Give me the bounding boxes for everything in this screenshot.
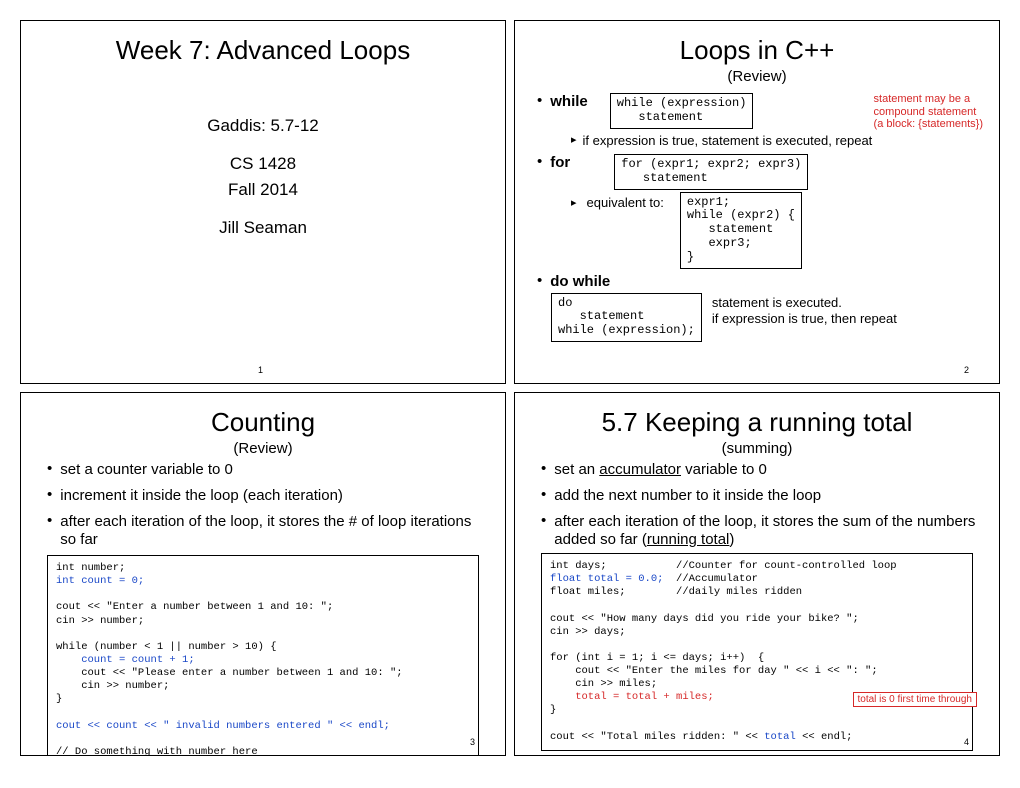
slide2-pgnum: 2 bbox=[964, 365, 969, 375]
equiv-label: equivalent to: bbox=[587, 195, 664, 210]
s3-codeblock: int number; int count = 0; cout << "Ente… bbox=[47, 555, 479, 756]
slide3-subtitle: (Review) bbox=[37, 440, 489, 457]
dowhile-desc1: statement is executed. bbox=[712, 295, 897, 312]
slide-4: 5.7 Keeping a running total (summing) •s… bbox=[514, 392, 1000, 756]
arrow-icon: ▸ bbox=[571, 196, 577, 209]
while-label: while bbox=[550, 93, 588, 111]
s4-b2: add the next number to it inside the loo… bbox=[554, 487, 821, 505]
slide1-title: Week 7: Advanced Loops bbox=[37, 35, 489, 66]
slide3-pgnum: 3 bbox=[470, 737, 475, 747]
slide4-subtitle: (summing) bbox=[531, 440, 983, 457]
slide-3: Counting (Review) •set a counter variabl… bbox=[20, 392, 506, 756]
s3-b2: increment it inside the loop (each itera… bbox=[60, 487, 343, 505]
while-sub: if expression is true, statement is exec… bbox=[583, 133, 873, 148]
slide4-pgnum: 4 bbox=[964, 737, 969, 747]
slide1-line-3: Fall 2014 bbox=[228, 180, 298, 200]
slide1-line-4: Jill Seaman bbox=[219, 218, 307, 238]
while-codebox: while (expression) statement bbox=[610, 93, 754, 129]
slide1-body: Gaddis: 5.7-12 CS 1428 Fall 2014 Jill Se… bbox=[37, 116, 489, 238]
slide-1: Week 7: Advanced Loops Gaddis: 5.7-12 CS… bbox=[20, 20, 506, 384]
arrow-icon: ▸ bbox=[571, 133, 577, 148]
slide2-title: Loops in C++ bbox=[531, 35, 983, 66]
slide1-line-1: Gaddis: 5.7-12 bbox=[207, 116, 319, 136]
slide1-line-2: CS 1428 bbox=[230, 154, 296, 174]
for-codebox: for (expr1; expr2; expr3) statement bbox=[614, 154, 808, 190]
s4-codeblock: int days; //Counter for count-controlled… bbox=[541, 553, 973, 751]
annotation-box: total is 0 first time through bbox=[853, 692, 978, 707]
equiv-codebox: expr1; while (expr2) { statement expr3; … bbox=[680, 192, 802, 269]
slide4-title: 5.7 Keeping a running total bbox=[531, 407, 983, 438]
dowhile-codebox: do statement while (expression); bbox=[551, 293, 702, 342]
bullet-dot: • bbox=[537, 93, 542, 108]
dowhile-label: do while bbox=[550, 273, 610, 291]
s3-b3: after each iteration of the loop, it sto… bbox=[60, 513, 489, 549]
slide2-subtitle: (Review) bbox=[531, 68, 983, 85]
slide3-title: Counting bbox=[37, 407, 489, 438]
bullet-dot: • bbox=[537, 273, 542, 288]
slide-2: Loops in C++ (Review) • while while (exp… bbox=[514, 20, 1000, 384]
s4-b1: set an accumulator variable to 0 bbox=[554, 461, 767, 479]
red-note: statement may be a compound statement (a… bbox=[874, 93, 983, 131]
bullet-dot: • bbox=[537, 154, 542, 169]
slide-grid: Week 7: Advanced Loops Gaddis: 5.7-12 CS… bbox=[20, 20, 1000, 756]
slide1-pgnum: 1 bbox=[258, 365, 263, 375]
dowhile-desc2: if expression is true, then repeat bbox=[712, 311, 897, 328]
s3-b1: set a counter variable to 0 bbox=[60, 461, 233, 479]
for-label: for bbox=[550, 154, 570, 172]
s4-b3: after each iteration of the loop, it sto… bbox=[554, 513, 983, 549]
